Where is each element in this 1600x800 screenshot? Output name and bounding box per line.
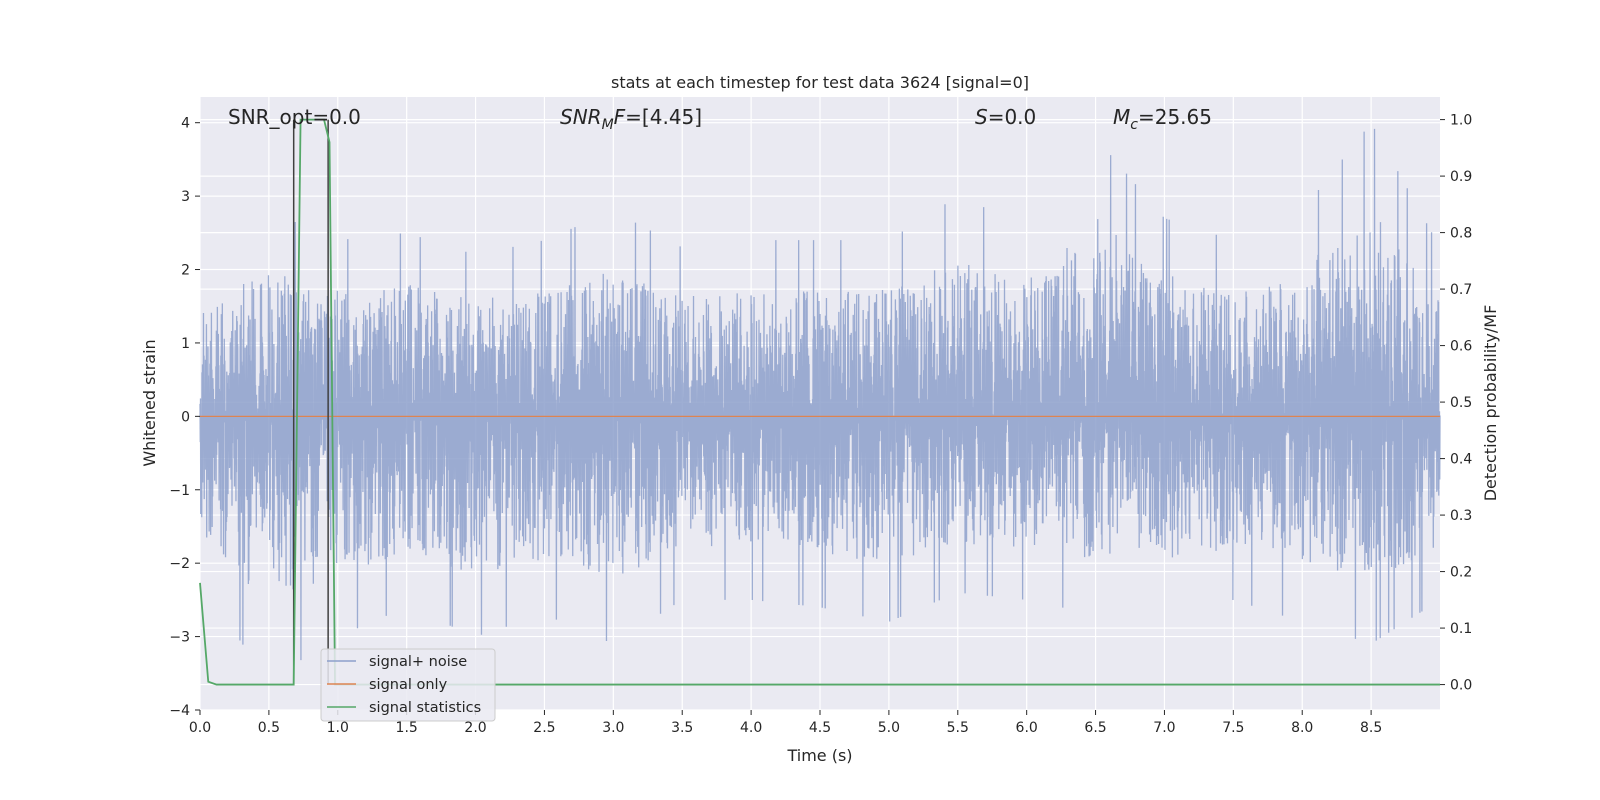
y-tick-label: −2: [169, 556, 190, 572]
y-tick-label: 0: [181, 409, 190, 425]
legend-box: [320, 648, 496, 722]
y2-tick-label: 0.1: [1450, 621, 1472, 637]
annotation-snr-mf: SNRMF=[4.45]: [560, 105, 702, 133]
x-axis-label: Time (s): [786, 746, 852, 765]
x-tick-label: 4.5: [809, 720, 831, 736]
annotation-s: S=0.0: [975, 105, 1036, 129]
snr-mf-suffix: F: [614, 105, 626, 129]
legend: signal+ noise signal only signal statist…: [320, 648, 496, 722]
x-tick-label: 1.0: [327, 720, 349, 736]
y2-tick-label: 0.2: [1450, 565, 1472, 581]
legend-label-signal-statistics: signal statistics: [369, 700, 481, 716]
mc-subscript: c: [1130, 117, 1138, 133]
x-tick-label: 7.0: [1153, 720, 1175, 736]
y-tick-label: 3: [181, 189, 190, 205]
y2-tick-label: 0.9: [1450, 169, 1472, 185]
x-tick-label: 8.5: [1360, 720, 1382, 736]
snr-mf-value: =[4.45]: [625, 105, 702, 129]
y2-tick-label: 0.5: [1450, 395, 1472, 411]
x-tick-label: 2.0: [464, 720, 486, 736]
s-value: =0.0: [988, 105, 1037, 129]
y-tick-label: 1: [181, 336, 190, 352]
y-tick-label: 4: [181, 116, 190, 132]
y2-tick-label: 0.7: [1450, 282, 1472, 298]
y2-tick-label: 0.4: [1450, 452, 1472, 468]
x-tick-label: 1.5: [396, 720, 418, 736]
plot-series: [199, 118, 1441, 686]
axes: 0.0 0.5 1.0 1.5 2.0 2.5 3.0 3.5 4.0 4.5 5.0 5.5 6.0 6…: [169, 113, 1472, 736]
annotation-snr-opt: SNR_opt=0.0: [228, 105, 361, 129]
y2-tick-label: 0.6: [1450, 339, 1472, 355]
y-tick-label: 2: [181, 263, 190, 279]
x-tick-label: 4.0: [740, 720, 762, 736]
y-tick-label: −3: [169, 630, 190, 646]
y-tick-label: −4: [169, 703, 190, 719]
y2-tick-label: 0.8: [1450, 226, 1472, 242]
x-tick-label: 0.0: [189, 720, 211, 736]
snr-mf-symbol: SNR: [560, 105, 602, 129]
snr-mf-subscript: M: [602, 117, 614, 133]
x-tick-label: 2.5: [533, 720, 555, 736]
y-tick-label: −1: [169, 483, 190, 499]
x-tick-label: 6.0: [1016, 720, 1038, 736]
s-symbol: S: [975, 105, 988, 129]
x-tick-label: 5.5: [947, 720, 969, 736]
annotation-mc: Mc=25.65: [1113, 105, 1212, 133]
y-axis-label: Whitened strain: [140, 339, 159, 466]
legend-label-signal-only: signal only: [369, 677, 448, 693]
x-tick-label: 3.0: [602, 720, 624, 736]
y2-axis-label: Detection probability/MF: [1481, 305, 1500, 502]
chart-title: stats at each timestep for test data 362…: [611, 73, 1029, 92]
x-tick-label: 3.5: [671, 720, 693, 736]
x-tick-label: 7.5: [1222, 720, 1244, 736]
legend-label-signal-noise: signal+ noise: [369, 654, 467, 670]
y2-tick-label: 0.0: [1450, 678, 1472, 694]
x-tick-label: 6.5: [1084, 720, 1106, 736]
mc-symbol: M: [1113, 105, 1130, 129]
y2-tick-label: 0.3: [1450, 508, 1472, 524]
y2-tick-label: 1.0: [1450, 113, 1472, 129]
x-tick-label: 0.5: [258, 720, 280, 736]
x-tick-label: 8.0: [1291, 720, 1313, 736]
series-signal-noise: [199, 128, 1441, 661]
x-tick-label: 5.0: [878, 720, 900, 736]
mc-value: =25.65: [1138, 105, 1212, 129]
